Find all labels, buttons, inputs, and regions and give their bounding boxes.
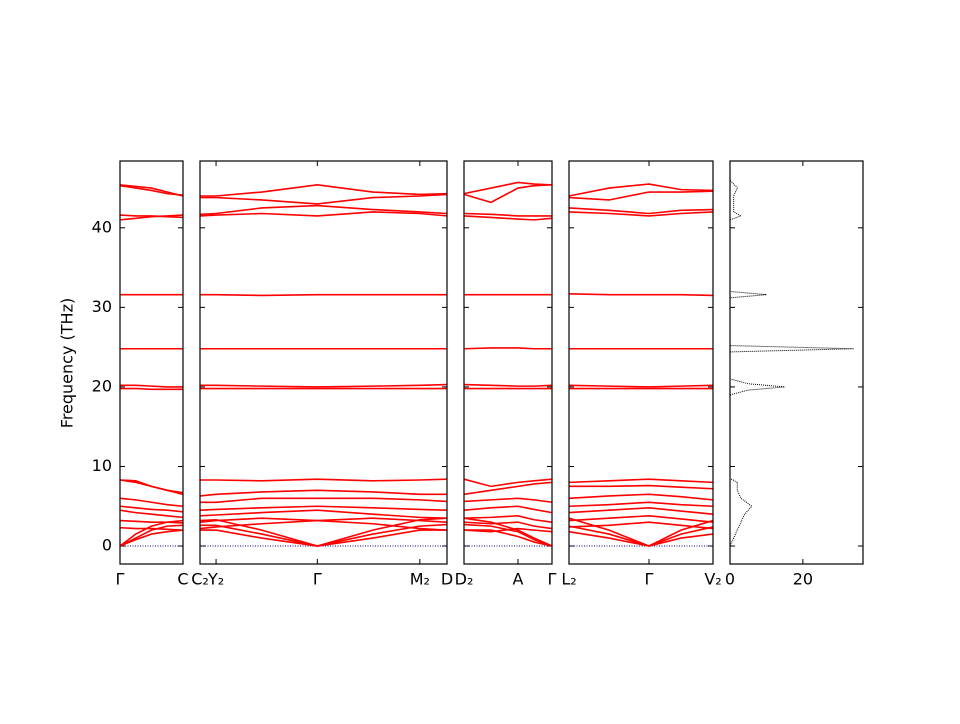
band <box>463 181 553 195</box>
band <box>568 207 714 215</box>
panel-frame <box>568 160 714 565</box>
band <box>463 481 553 496</box>
x-tick-label: C <box>177 570 188 589</box>
band <box>120 387 183 391</box>
band <box>463 521 553 530</box>
band <box>119 214 184 219</box>
band <box>568 530 714 547</box>
band <box>464 529 553 547</box>
band <box>568 514 714 523</box>
band <box>463 505 553 514</box>
band <box>568 211 714 217</box>
x-tick-label: V₂ <box>704 570 721 589</box>
y-tick-label: 40 <box>92 217 112 236</box>
band <box>463 383 553 387</box>
x-tick-label: Γ <box>116 570 125 589</box>
band <box>120 384 183 388</box>
band <box>199 505 448 512</box>
panel-frame <box>729 160 864 565</box>
panel-frame <box>199 160 448 565</box>
band <box>200 497 448 504</box>
x-tick-label: 20 <box>793 570 813 589</box>
x-tick-label: M₂ <box>410 570 430 589</box>
band <box>568 183 714 197</box>
band <box>463 212 552 217</box>
y-axis-label: Frequency (THz) <box>58 298 77 428</box>
x-tick-label: D₂ <box>455 570 474 589</box>
band <box>463 184 553 204</box>
band <box>568 493 714 501</box>
y-tick-label: 0 <box>102 536 112 555</box>
band <box>568 190 714 201</box>
band <box>119 509 184 519</box>
x-tick-label: Γ <box>645 570 654 589</box>
band <box>463 497 553 504</box>
band <box>463 347 552 350</box>
band <box>568 384 714 388</box>
band <box>568 521 714 530</box>
y-tick-label: 10 <box>92 456 112 475</box>
band <box>200 478 448 482</box>
band <box>119 526 184 531</box>
panel-frame <box>463 160 553 565</box>
band <box>200 293 447 297</box>
band <box>200 529 447 547</box>
band <box>463 523 553 547</box>
band <box>199 211 448 217</box>
x-tick-label: C₂ <box>191 570 209 589</box>
band <box>568 501 714 508</box>
band <box>463 517 553 547</box>
band <box>569 484 714 490</box>
band <box>199 489 447 497</box>
band <box>463 527 553 533</box>
band <box>119 497 184 508</box>
x-tick-label: 0 <box>725 570 735 589</box>
y-tick-label: 30 <box>92 297 112 316</box>
band <box>568 507 714 515</box>
x-tick-label: D <box>441 570 453 589</box>
panel-frame <box>119 160 184 565</box>
band <box>119 184 184 197</box>
band <box>200 184 448 197</box>
band <box>463 514 553 523</box>
band <box>119 524 184 547</box>
x-tick-label: L₂ <box>561 570 576 589</box>
band <box>199 519 448 531</box>
dos-curve <box>729 179 854 547</box>
band <box>568 293 714 297</box>
x-tick-label: Γ <box>548 570 557 589</box>
x-tick-label: A <box>513 570 524 589</box>
x-tick-label: Γ <box>313 570 322 589</box>
band <box>463 215 553 221</box>
band <box>200 193 448 205</box>
band <box>119 519 184 524</box>
band <box>568 478 714 484</box>
x-tick-label: Y₂ <box>207 570 224 589</box>
band <box>199 509 448 519</box>
band <box>119 529 184 547</box>
band <box>119 479 184 494</box>
band <box>119 505 184 513</box>
y-tick-label: 20 <box>92 376 112 395</box>
band <box>200 383 448 388</box>
band <box>199 204 448 216</box>
band <box>463 478 553 488</box>
